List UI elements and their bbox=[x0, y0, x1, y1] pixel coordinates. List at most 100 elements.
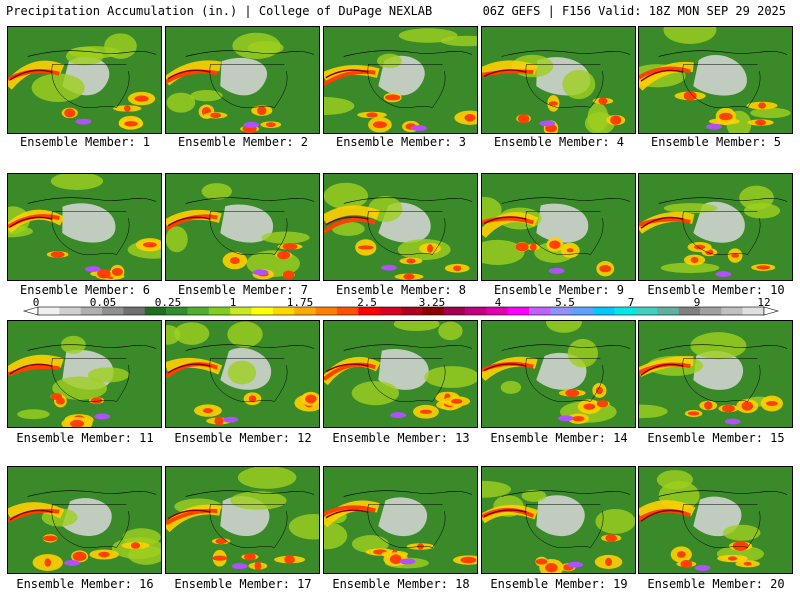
ensemble-member-label: Ensemble Member: 20 bbox=[647, 577, 785, 591]
colorbar-swatch bbox=[401, 307, 423, 315]
ensemble-map-panel[interactable] bbox=[7, 173, 162, 281]
colorbar-swatch bbox=[272, 307, 295, 315]
ensemble-member-label: Ensemble Member: 1 bbox=[19, 135, 151, 149]
ensemble-member-label: Ensemble Member: 2 bbox=[177, 135, 309, 149]
colorbar-swatch bbox=[208, 307, 231, 315]
ensemble-member-label: Ensemble Member: 17 bbox=[174, 577, 312, 591]
colorbar-tick-label: 7 bbox=[627, 296, 635, 309]
ensemble-map-panel[interactable] bbox=[638, 173, 793, 281]
precip-map bbox=[324, 321, 477, 427]
colorbar-swatch bbox=[571, 307, 594, 315]
ensemble-map-panel[interactable] bbox=[323, 466, 478, 574]
colorbar-swatch bbox=[422, 307, 445, 315]
ensemble-map-panel[interactable] bbox=[323, 320, 478, 428]
ensemble-map-panel[interactable] bbox=[165, 173, 320, 281]
ensemble-member-label: Ensemble Member: 3 bbox=[335, 135, 467, 149]
colorbar-tick-label: 9 bbox=[693, 296, 701, 309]
precip-map bbox=[166, 321, 319, 427]
chart-title: Precipitation Accumulation (in.) | Colle… bbox=[6, 4, 433, 18]
colorbar-swatch bbox=[379, 307, 402, 315]
precip-map bbox=[482, 174, 635, 280]
precip-map bbox=[482, 467, 635, 573]
precip-map bbox=[639, 27, 792, 133]
ensemble-member-label: Ensemble Member: 4 bbox=[493, 135, 625, 149]
ensemble-map-panel[interactable] bbox=[7, 320, 162, 428]
precip-map bbox=[8, 174, 161, 280]
colorbar-tick-label: 0.25 bbox=[154, 296, 182, 309]
colorbar-swatch bbox=[742, 307, 765, 315]
ensemble-map-panel[interactable] bbox=[323, 173, 478, 281]
precip-map bbox=[639, 467, 792, 573]
colorbar-swatch bbox=[699, 307, 722, 315]
colorbar-tick-label: 0.05 bbox=[89, 296, 117, 309]
ensemble-map-panel[interactable] bbox=[638, 320, 793, 428]
precip-map bbox=[324, 174, 477, 280]
colorbar-swatch bbox=[550, 307, 573, 315]
colorbar-swatch bbox=[166, 307, 188, 315]
colorbar-swatch bbox=[336, 307, 359, 315]
ensemble-map-panel[interactable] bbox=[638, 26, 793, 134]
colorbar-swatch bbox=[315, 307, 338, 315]
precip-map bbox=[482, 27, 635, 133]
colorbar-swatch bbox=[465, 307, 487, 315]
precipitation-colorbar bbox=[22, 306, 780, 316]
precip-map bbox=[166, 27, 319, 133]
colorbar-swatch bbox=[230, 307, 252, 315]
ensemble-map-panel[interactable] bbox=[7, 466, 162, 574]
precip-map bbox=[639, 174, 792, 280]
ensemble-member-label: Ensemble Member: 14 bbox=[490, 431, 628, 445]
colorbar-swatch bbox=[187, 307, 210, 315]
ensemble-map-panel[interactable] bbox=[481, 320, 636, 428]
ensemble-map-panel[interactable] bbox=[7, 26, 162, 134]
colorbar-swatch bbox=[486, 307, 509, 315]
colorbar-swatch bbox=[443, 307, 466, 315]
ensemble-member-label: Ensemble Member: 11 bbox=[16, 431, 154, 445]
precip-map bbox=[8, 467, 161, 573]
precip-map bbox=[8, 321, 161, 427]
colorbar-swatch bbox=[59, 307, 82, 315]
ensemble-member-label: Ensemble Member: 7 bbox=[177, 283, 309, 297]
precip-map bbox=[639, 321, 792, 427]
precip-map bbox=[482, 321, 635, 427]
ensemble-map-panel[interactable] bbox=[165, 320, 320, 428]
colorbar-tick-label: 5.5 bbox=[555, 296, 575, 309]
colorbar-tick-label: 1.75 bbox=[286, 296, 314, 309]
precip-map bbox=[324, 27, 477, 133]
colorbar-swatch bbox=[507, 307, 530, 315]
colorbar-swatch bbox=[38, 307, 60, 315]
ensemble-map-panel[interactable] bbox=[323, 26, 478, 134]
colorbar-tick-label: 3.25 bbox=[418, 296, 446, 309]
ensemble-member-label: Ensemble Member: 9 bbox=[493, 283, 625, 297]
colorbar-swatch bbox=[614, 307, 637, 315]
colorbar-tick-label: 12 bbox=[757, 296, 771, 309]
colorbar-swatch bbox=[678, 307, 701, 315]
colorbar-tick-label: 1 bbox=[229, 296, 237, 309]
colorbar-swatch bbox=[593, 307, 615, 315]
ensemble-member-label: Ensemble Member: 6 bbox=[19, 283, 151, 297]
ensemble-member-label: Ensemble Member: 13 bbox=[332, 431, 470, 445]
ensemble-map-panel[interactable] bbox=[481, 26, 636, 134]
model-run-info: 06Z GEFS | F156 Valid: 18Z MON SEP 29 20… bbox=[482, 4, 786, 18]
ensemble-map-panel[interactable] bbox=[638, 466, 793, 574]
colorbar-swatch bbox=[529, 307, 551, 315]
ensemble-map-panel[interactable] bbox=[481, 466, 636, 574]
precip-map bbox=[166, 467, 319, 573]
colorbar-swatch bbox=[123, 307, 146, 315]
colorbar-swatch bbox=[635, 307, 658, 315]
ensemble-member-label: Ensemble Member: 12 bbox=[174, 431, 312, 445]
ensemble-member-label: Ensemble Member: 16 bbox=[16, 577, 154, 591]
colorbar-swatch bbox=[80, 307, 103, 315]
precip-map bbox=[166, 174, 319, 280]
ensemble-map-panel[interactable] bbox=[481, 173, 636, 281]
colorbar-swatch bbox=[358, 307, 380, 315]
colorbar-tick-label: 2.5 bbox=[357, 296, 377, 309]
ensemble-member-label: Ensemble Member: 19 bbox=[490, 577, 628, 591]
colorbar-swatch bbox=[251, 307, 274, 315]
colorbar-swatch bbox=[294, 307, 316, 315]
ensemble-member-label: Ensemble Member: 15 bbox=[647, 431, 785, 445]
ensemble-member-label: Ensemble Member: 8 bbox=[335, 283, 467, 297]
ensemble-map-panel[interactable] bbox=[165, 26, 320, 134]
colorbar-tick-label: 0 bbox=[32, 296, 40, 309]
ensemble-member-label: Ensemble Member: 5 bbox=[650, 135, 782, 149]
ensemble-map-panel[interactable] bbox=[165, 466, 320, 574]
